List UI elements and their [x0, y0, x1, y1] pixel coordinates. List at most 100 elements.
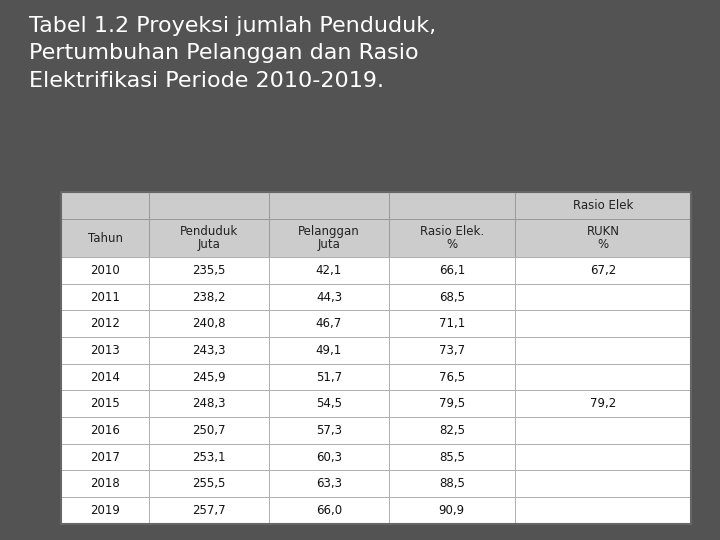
- Bar: [515, 417, 691, 444]
- Text: Pelanggan: Pelanggan: [298, 225, 360, 238]
- Bar: [269, 257, 389, 284]
- Text: 44,3: 44,3: [316, 291, 342, 303]
- Text: Penduduk: Penduduk: [180, 225, 238, 238]
- Bar: [389, 470, 515, 497]
- Bar: [515, 364, 691, 390]
- Text: 54,5: 54,5: [316, 397, 342, 410]
- Bar: [61, 337, 150, 364]
- Bar: [389, 364, 515, 390]
- Bar: [515, 390, 691, 417]
- Text: Juta: Juta: [198, 238, 221, 251]
- Bar: [269, 364, 389, 390]
- Bar: [150, 390, 269, 417]
- Bar: [150, 257, 269, 284]
- Text: RUKN: RUKN: [587, 225, 619, 238]
- Text: 2017: 2017: [91, 451, 120, 464]
- Bar: [61, 417, 150, 444]
- Bar: [61, 284, 150, 310]
- Text: 71,1: 71,1: [438, 318, 465, 330]
- Text: Rasio Elek: Rasio Elek: [573, 199, 633, 212]
- Bar: [515, 219, 691, 257]
- Text: 235,5: 235,5: [192, 264, 226, 277]
- Bar: [61, 364, 150, 390]
- Bar: [269, 497, 389, 524]
- Text: 250,7: 250,7: [192, 424, 226, 437]
- Text: 243,3: 243,3: [192, 344, 226, 357]
- Bar: [61, 310, 150, 337]
- Bar: [515, 257, 691, 284]
- Text: 51,7: 51,7: [316, 370, 342, 383]
- Text: 257,7: 257,7: [192, 504, 226, 517]
- Text: 60,3: 60,3: [316, 451, 342, 464]
- Bar: [269, 444, 389, 470]
- Bar: [515, 497, 691, 524]
- Bar: [515, 444, 691, 470]
- Bar: [269, 417, 389, 444]
- Bar: [61, 192, 150, 219]
- Bar: [515, 192, 691, 219]
- Text: 2010: 2010: [91, 264, 120, 277]
- Text: 2016: 2016: [91, 424, 120, 437]
- Bar: [389, 257, 515, 284]
- Text: 88,5: 88,5: [439, 477, 464, 490]
- Text: 42,1: 42,1: [316, 264, 342, 277]
- Bar: [150, 444, 269, 470]
- Text: 2014: 2014: [91, 370, 120, 383]
- Text: Tahun: Tahun: [88, 232, 123, 245]
- Text: 2013: 2013: [91, 344, 120, 357]
- Bar: [269, 337, 389, 364]
- Bar: [389, 390, 515, 417]
- Bar: [389, 444, 515, 470]
- Text: 76,5: 76,5: [438, 370, 465, 383]
- Text: 57,3: 57,3: [316, 424, 342, 437]
- Text: 253,1: 253,1: [192, 451, 226, 464]
- Bar: [61, 444, 150, 470]
- Text: 240,8: 240,8: [192, 318, 226, 330]
- Bar: [150, 337, 269, 364]
- Text: 67,2: 67,2: [590, 264, 616, 277]
- Text: Tabel 1.2 Proyeksi jumlah Penduduk,
Pertumbuhan Pelanggan dan Rasio
Elektrifikas: Tabel 1.2 Proyeksi jumlah Penduduk, Pert…: [29, 16, 436, 91]
- Text: 245,9: 245,9: [192, 370, 226, 383]
- Bar: [515, 284, 691, 310]
- Text: 79,2: 79,2: [590, 397, 616, 410]
- Bar: [269, 310, 389, 337]
- Text: Juta: Juta: [318, 238, 341, 251]
- Bar: [150, 219, 269, 257]
- Bar: [515, 470, 691, 497]
- Text: 90,9: 90,9: [438, 504, 465, 517]
- Bar: [389, 310, 515, 337]
- Bar: [389, 337, 515, 364]
- Bar: [389, 284, 515, 310]
- Text: 49,1: 49,1: [316, 344, 342, 357]
- Bar: [389, 219, 515, 257]
- Bar: [61, 470, 150, 497]
- Text: 82,5: 82,5: [438, 424, 465, 437]
- Text: 248,3: 248,3: [192, 397, 226, 410]
- Bar: [150, 310, 269, 337]
- Text: 66,1: 66,1: [438, 264, 465, 277]
- Bar: [269, 470, 389, 497]
- Text: 255,5: 255,5: [192, 477, 226, 490]
- Bar: [150, 284, 269, 310]
- Bar: [61, 390, 150, 417]
- Text: 66,0: 66,0: [316, 504, 342, 517]
- Bar: [150, 417, 269, 444]
- Text: 79,5: 79,5: [438, 397, 465, 410]
- Bar: [61, 219, 150, 257]
- Bar: [269, 192, 389, 219]
- Text: %: %: [598, 238, 608, 251]
- Text: 2018: 2018: [91, 477, 120, 490]
- Text: 2011: 2011: [91, 291, 120, 303]
- Text: 2012: 2012: [91, 318, 120, 330]
- Bar: [515, 310, 691, 337]
- Bar: [150, 470, 269, 497]
- Bar: [389, 192, 515, 219]
- Bar: [150, 364, 269, 390]
- Bar: [269, 219, 389, 257]
- Bar: [150, 497, 269, 524]
- Text: 63,3: 63,3: [316, 477, 342, 490]
- Text: 46,7: 46,7: [316, 318, 342, 330]
- Bar: [389, 497, 515, 524]
- Text: %: %: [446, 238, 457, 251]
- Bar: [150, 192, 269, 219]
